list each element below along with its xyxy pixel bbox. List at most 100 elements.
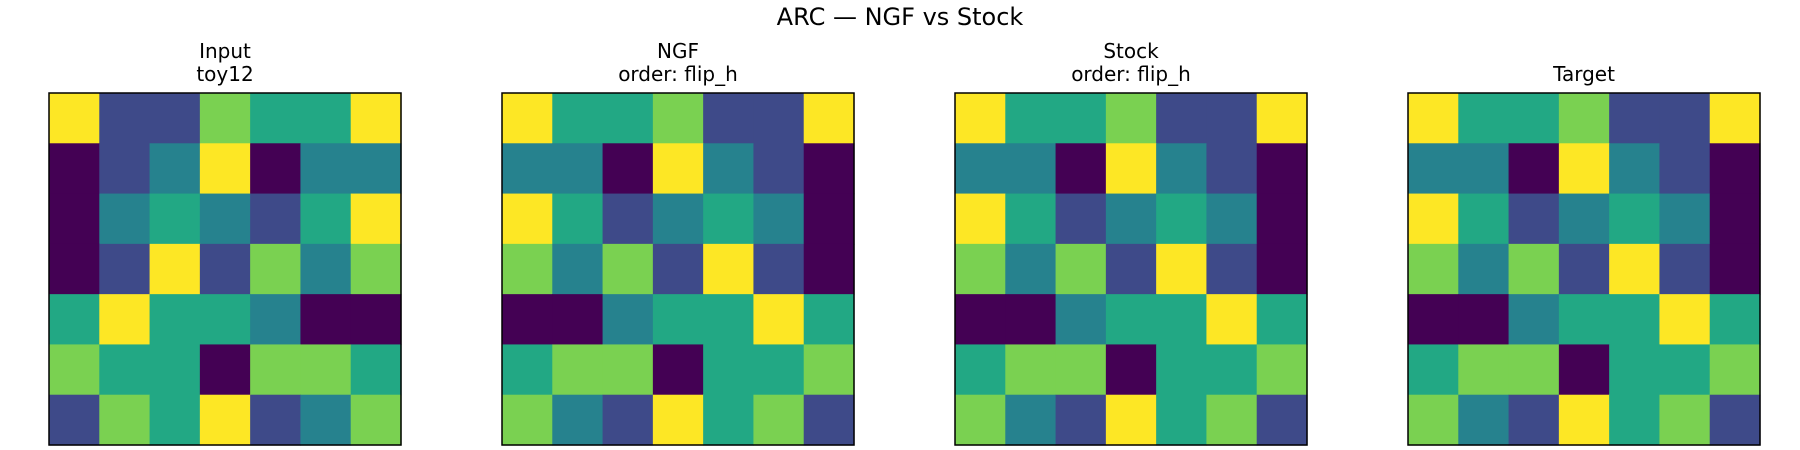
- cell-r1-c6: [803, 143, 855, 195]
- cell-r1-c1: [552, 143, 604, 195]
- cell-r2-c1: [1005, 193, 1057, 245]
- cell-r3-c1: [1005, 243, 1057, 295]
- cell-r1-c3: [1558, 143, 1610, 195]
- cell-r2-c2: [1508, 193, 1560, 245]
- cell-r1-c6: [350, 143, 402, 195]
- panel-stock: Stock order: flip_h: [954, 0, 1308, 450]
- cell-r2-c2: [602, 193, 654, 245]
- cell-r3-c5: [753, 243, 805, 295]
- cell-r0-c0: [502, 93, 553, 144]
- cell-r5-c0: [955, 344, 1006, 396]
- cell-r2-c4: [250, 193, 302, 245]
- panel-title-line-2: order: flip_h: [618, 62, 738, 86]
- cell-r3-c1: [99, 243, 151, 295]
- cell-r5-c3: [1558, 344, 1610, 396]
- cell-r5-c5: [1206, 344, 1258, 396]
- cell-r5-c4: [250, 344, 302, 396]
- cell-r4-c3: [652, 294, 704, 346]
- cell-r5-c6: [1709, 344, 1761, 396]
- cell-r0-c1: [1005, 93, 1057, 144]
- cell-r5-c5: [753, 344, 805, 396]
- cell-r0-c0: [955, 93, 1006, 144]
- cell-r3-c0: [502, 243, 553, 295]
- cell-r6-c3: [1558, 394, 1610, 446]
- cell-r0-c0: [49, 93, 100, 144]
- cell-r6-c5: [753, 394, 805, 446]
- cell-r1-c3: [652, 143, 704, 195]
- cell-r1-c0: [49, 143, 100, 195]
- cell-r1-c4: [703, 143, 755, 195]
- cell-r4-c2: [149, 294, 201, 346]
- axes-frame: [501, 92, 855, 446]
- cell-r0-c2: [149, 93, 201, 144]
- cell-r5-c1: [1005, 344, 1057, 396]
- cell-r3-c2: [602, 243, 654, 295]
- cell-r4-c6: [350, 294, 402, 346]
- cell-r4-c3: [1105, 294, 1157, 346]
- cell-r2-c4: [703, 193, 755, 245]
- cell-r6-c0: [1408, 394, 1459, 446]
- cell-r4-c6: [1256, 294, 1308, 346]
- cell-r1-c4: [1609, 143, 1661, 195]
- cell-r3-c4: [1609, 243, 1661, 295]
- heatmap-target: [1407, 92, 1761, 446]
- cell-r6-c0: [955, 394, 1006, 446]
- panel-title-line-2: toy12: [196, 62, 254, 86]
- cell-r3-c5: [1659, 243, 1711, 295]
- cell-r0-c0: [1408, 93, 1459, 144]
- cell-r4-c1: [552, 294, 604, 346]
- panel-title-line-1: Stock: [1103, 39, 1159, 63]
- cell-r6-c2: [602, 394, 654, 446]
- cell-r4-c0: [502, 294, 553, 346]
- cell-r0-c3: [1558, 93, 1610, 144]
- cell-r5-c1: [1458, 344, 1510, 396]
- cell-r0-c1: [552, 93, 604, 144]
- cell-r5-c3: [652, 344, 704, 396]
- cell-r5-c0: [49, 344, 100, 396]
- cell-r6-c2: [1055, 394, 1107, 446]
- cell-r1-c0: [955, 143, 1006, 195]
- cell-r5-c6: [350, 344, 402, 396]
- cell-r2-c3: [199, 193, 251, 245]
- cell-r6-c2: [149, 394, 201, 446]
- cell-r6-c4: [1609, 394, 1661, 446]
- cell-r6-c5: [1206, 394, 1258, 446]
- cell-r5-c5: [300, 344, 352, 396]
- cell-r2-c0: [1408, 193, 1459, 245]
- cell-r5-c2: [149, 344, 201, 396]
- cell-r4-c1: [99, 294, 151, 346]
- cell-r0-c6: [1256, 93, 1308, 144]
- cell-r1-c4: [1156, 143, 1208, 195]
- axes-frame: [954, 92, 1308, 446]
- cell-r0-c2: [1508, 93, 1560, 144]
- cell-r3-c4: [1156, 243, 1208, 295]
- cell-r0-c2: [1055, 93, 1107, 144]
- cell-r1-c1: [1458, 143, 1510, 195]
- cell-r5-c6: [803, 344, 855, 396]
- cell-r0-c5: [1659, 93, 1711, 144]
- cell-r3-c6: [1256, 243, 1308, 295]
- heatmap-input: [48, 92, 402, 446]
- cell-r0-c3: [1105, 93, 1157, 144]
- cell-r2-c1: [1458, 193, 1510, 245]
- cell-r6-c6: [1256, 394, 1308, 446]
- panel-title-line-1: NGF: [657, 39, 699, 63]
- cell-r4-c0: [955, 294, 1006, 346]
- cell-r3-c6: [803, 243, 855, 295]
- cell-r2-c5: [300, 193, 352, 245]
- cell-r3-c3: [1105, 243, 1157, 295]
- cell-r1-c0: [1408, 143, 1459, 195]
- cell-r3-c4: [250, 243, 302, 295]
- cell-r2-c1: [99, 193, 151, 245]
- cell-r6-c0: [502, 394, 553, 446]
- cell-r2-c3: [1558, 193, 1610, 245]
- cell-r1-c6: [1709, 143, 1761, 195]
- cell-r4-c5: [1206, 294, 1258, 346]
- cell-r5-c1: [99, 344, 151, 396]
- cell-r2-c0: [49, 193, 100, 245]
- cell-r2-c5: [753, 193, 805, 245]
- cell-r6-c6: [350, 394, 402, 446]
- cell-r3-c6: [350, 243, 402, 295]
- cell-r1-c5: [300, 143, 352, 195]
- cell-r2-c4: [1609, 193, 1661, 245]
